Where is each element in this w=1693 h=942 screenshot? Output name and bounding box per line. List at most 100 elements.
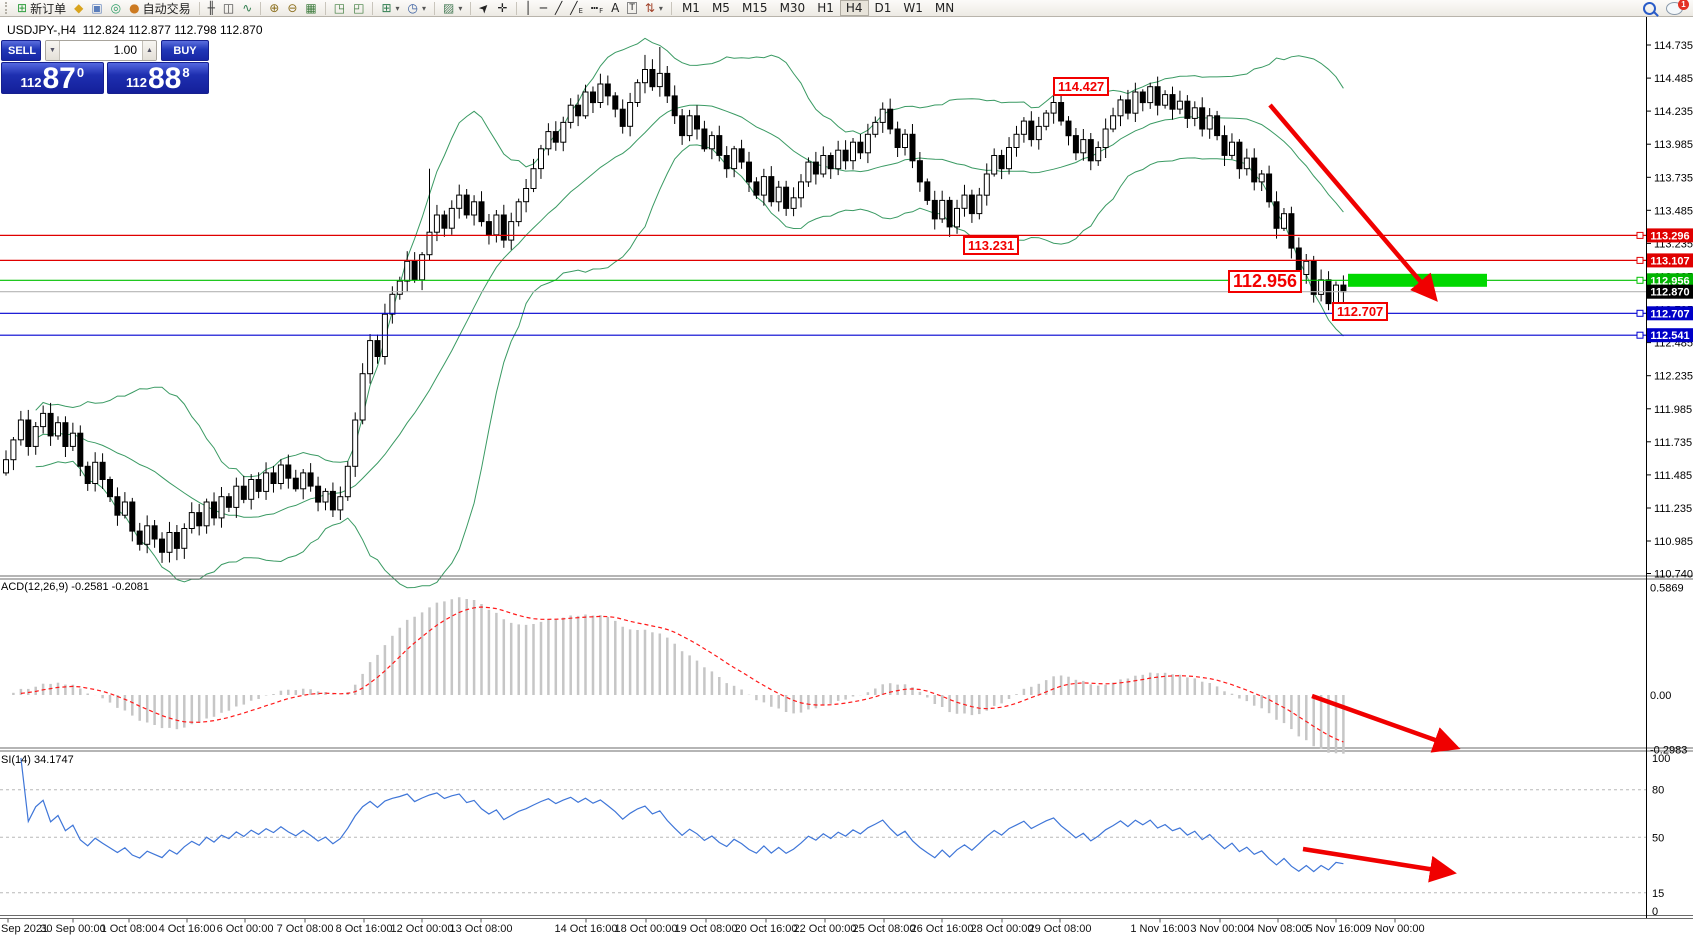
fibonacci-button[interactable]: ┅ F (587, 0, 607, 16)
toolbar-button-label: H1 (817, 1, 834, 15)
candle-body (1043, 112, 1050, 127)
toolbar-separator (470, 1, 472, 15)
bollinger-band-line (35, 104, 1344, 518)
bar-chart-button[interactable]: ╫ (204, 0, 219, 16)
candle-body (1310, 260, 1317, 295)
text-label-button[interactable]: T (623, 0, 641, 16)
candle-body (25, 419, 32, 447)
rsi-line (20, 757, 1344, 873)
candle-body (909, 133, 916, 162)
level-endpoint-marker[interactable] (1636, 276, 1644, 284)
candle-body (1006, 147, 1012, 170)
level-endpoint-marker[interactable] (1636, 256, 1644, 264)
candle-body (277, 464, 284, 484)
horizontal-line-button[interactable]: ─ (536, 0, 551, 16)
candle-body (597, 83, 604, 103)
candle-body (99, 461, 106, 480)
zoom-in-button[interactable]: ⊕ (265, 0, 283, 16)
templates-button[interactable]: ▨ ▾ (439, 0, 466, 16)
channel-button[interactable]: ╱ E (566, 0, 587, 16)
price-axis-label: 112.235 (1654, 371, 1693, 383)
timeframe-m1-button[interactable]: M1 (676, 0, 706, 16)
auto-trading-icon: ● (129, 1, 140, 15)
crosshair-button[interactable]: ✛ (493, 0, 511, 16)
toolbar-button-label: D1 (874, 1, 892, 15)
trend-arrow[interactable] (1302, 846, 1457, 883)
buy-button[interactable]: BUY (161, 40, 209, 61)
level-endpoint-marker[interactable] (1636, 231, 1644, 239)
candlestick-chart-button[interactable]: ◫ (219, 0, 238, 16)
add-indicator-button[interactable]: ⊞ ▾ (377, 0, 403, 16)
zoom-out-button[interactable]: ⊖ (283, 0, 301, 16)
timeframe-d1-button[interactable]: D1 (869, 0, 898, 16)
candle-body (530, 168, 537, 189)
price-tag (1647, 273, 1693, 288)
chart-window-button[interactable]: ▣ (87, 0, 106, 16)
search-icon[interactable] (1643, 1, 1656, 15)
timeframe-m15-button[interactable]: M15 (736, 0, 774, 16)
rsi-axis-label: 50 (1652, 832, 1664, 844)
candle-body (753, 181, 760, 196)
channel-icon: ╱ (570, 1, 578, 15)
price-annotation[interactable]: 112.956 (1228, 270, 1303, 293)
highlight-zone-bar[interactable] (1348, 273, 1487, 287)
trend-arrow[interactable] (1268, 103, 1438, 302)
trendline-button[interactable]: ╱ (551, 0, 566, 16)
auto-trading-button[interactable]: ● 自动交易 (125, 0, 195, 16)
signal-button[interactable]: ◎ (107, 0, 125, 16)
candle-body (203, 501, 210, 527)
cursor-button[interactable]: ➤ (475, 0, 493, 17)
line-chart-button[interactable]: ∿ (238, 0, 256, 16)
timeframe-h4-button[interactable]: H4 (839, 0, 869, 16)
price-annotation[interactable]: 114.427 (1053, 77, 1110, 96)
candle-body (84, 465, 91, 484)
candle-body (40, 412, 47, 428)
timeframe-mn-button[interactable]: MN (929, 0, 960, 16)
highlighter-button[interactable]: ◆ (70, 0, 87, 16)
candle-body (701, 128, 708, 150)
candle-body (166, 532, 173, 553)
auto-scroll-button[interactable]: ◳ (330, 0, 349, 16)
timeframe-w1-button[interactable]: W1 (897, 0, 929, 16)
candle-body (1266, 173, 1273, 203)
candle-body (686, 115, 693, 137)
rsi-axis-label: 100 (1652, 753, 1670, 765)
toolbar-button-label: 新订单 (30, 1, 67, 16)
price-annotation[interactable]: 112.707 (1332, 302, 1389, 321)
new-order-button[interactable]: ⊞ 新订单 (13, 0, 70, 16)
chat-notification-icon[interactable]: 1 (1666, 0, 1689, 15)
vertical-line-button[interactable]: │ (521, 0, 536, 16)
timeframe-m5-button[interactable]: M5 (706, 0, 736, 16)
candle-body (1199, 107, 1206, 130)
candle-body (1013, 133, 1020, 149)
text-button[interactable]: A (607, 0, 623, 16)
periods-button[interactable]: ◷ ▾ (404, 0, 431, 16)
volume-increase-button[interactable]: ▲ (142, 41, 156, 60)
timeframe-m30-button[interactable]: M30 (774, 0, 812, 16)
volume-value[interactable]: 1.00 (113, 43, 137, 57)
arrows-button[interactable]: ⇅ ▾ (641, 0, 667, 16)
level-endpoint-marker[interactable] (1636, 331, 1644, 339)
price-annotation[interactable]: 113.231 (963, 236, 1020, 255)
timeframe-h1-button[interactable]: H1 (811, 0, 840, 16)
price-axis-label: 111.985 (1654, 404, 1692, 416)
sell-button[interactable]: SELL (1, 40, 41, 61)
candle-body (352, 419, 359, 467)
buy-price-display[interactable]: 112 88 8 (106, 62, 209, 94)
time-axis-label: 4 Nov 08:00 (1248, 923, 1307, 935)
candle-body (456, 194, 463, 209)
chart-shift-button[interactable]: ◰ (349, 0, 368, 16)
candle-body (426, 231, 433, 256)
trend-arrow[interactable] (1311, 693, 1461, 753)
candle-body (55, 422, 61, 437)
candle-body (404, 260, 411, 282)
level-endpoint-marker[interactable] (1636, 309, 1644, 317)
toolbar-button-label: M1 (681, 1, 700, 15)
sell-price-display[interactable]: 112 87 0 (1, 62, 104, 94)
time-axis-label: 18 Oct 00:00 (615, 923, 678, 935)
volume-spinner: ▼ 1.00 ▲ (45, 40, 157, 61)
time-axis-label: 3 Nov 00:00 (1190, 923, 1249, 935)
volume-decrease-button[interactable]: ▼ (46, 41, 60, 60)
periods-icon: ◷ (407, 1, 418, 15)
tile-windows-button[interactable]: ▦ (301, 0, 320, 16)
